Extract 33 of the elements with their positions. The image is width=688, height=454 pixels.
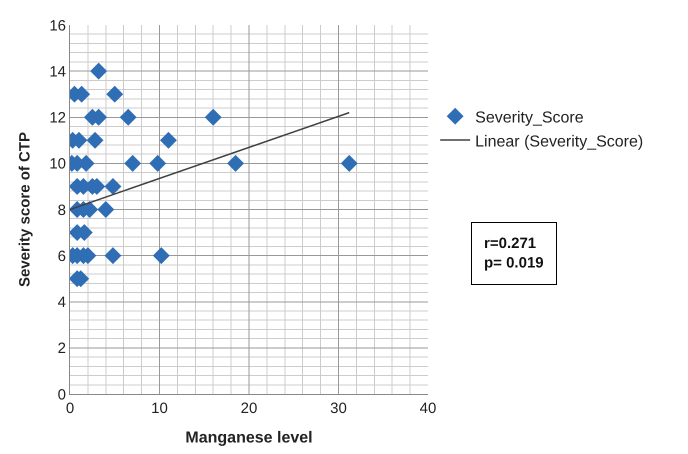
- y-tick-label: 8: [58, 202, 66, 219]
- point: [104, 247, 122, 264]
- y-tick-label: 10: [49, 156, 66, 173]
- point: [160, 132, 177, 149]
- point: [104, 178, 122, 195]
- point: [204, 108, 222, 126]
- y-tick-label: 0: [58, 386, 66, 404]
- point: [149, 154, 166, 172]
- y-tick-label: 14: [49, 63, 66, 80]
- point: [106, 86, 124, 103]
- x-tick-label: 10: [151, 400, 168, 417]
- text: p= 0.019: [484, 254, 544, 272]
- x-axis-title: Manganese level: [185, 430, 313, 447]
- y-tick-label: 4: [58, 294, 66, 311]
- point: [227, 154, 244, 172]
- y-tick-label: 6: [58, 248, 66, 265]
- point: [120, 108, 137, 126]
- x-tick-label: 30: [330, 400, 347, 417]
- text: r=0.271: [484, 235, 536, 252]
- y-tick-label: 16: [49, 17, 66, 34]
- y-tick-label: 12: [49, 110, 66, 126]
- x-tick-label: 20: [240, 400, 258, 417]
- y-axis-title: Severity score of CTP: [16, 132, 34, 288]
- point: [86, 132, 104, 149]
- point: [90, 62, 108, 80]
- y-tick-label: 2: [58, 340, 66, 358]
- point: [340, 154, 358, 172]
- x-tick-label: 40: [420, 400, 436, 417]
- point: [124, 154, 142, 172]
- point: [97, 201, 114, 218]
- legend-label: Linear (Severity_Score): [475, 133, 644, 150]
- legend-label: Severity_Score: [475, 109, 584, 126]
- point: [152, 247, 170, 264]
